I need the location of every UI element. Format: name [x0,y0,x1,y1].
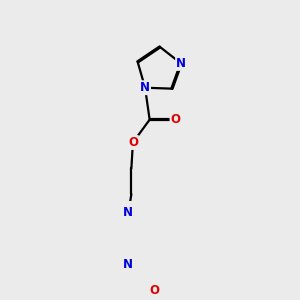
Text: O: O [128,136,138,149]
Text: N: N [176,57,186,70]
Text: O: O [149,284,159,297]
Text: N: N [123,258,133,271]
Text: O: O [170,113,181,126]
Text: N: N [140,81,150,94]
Text: N: N [123,206,133,219]
